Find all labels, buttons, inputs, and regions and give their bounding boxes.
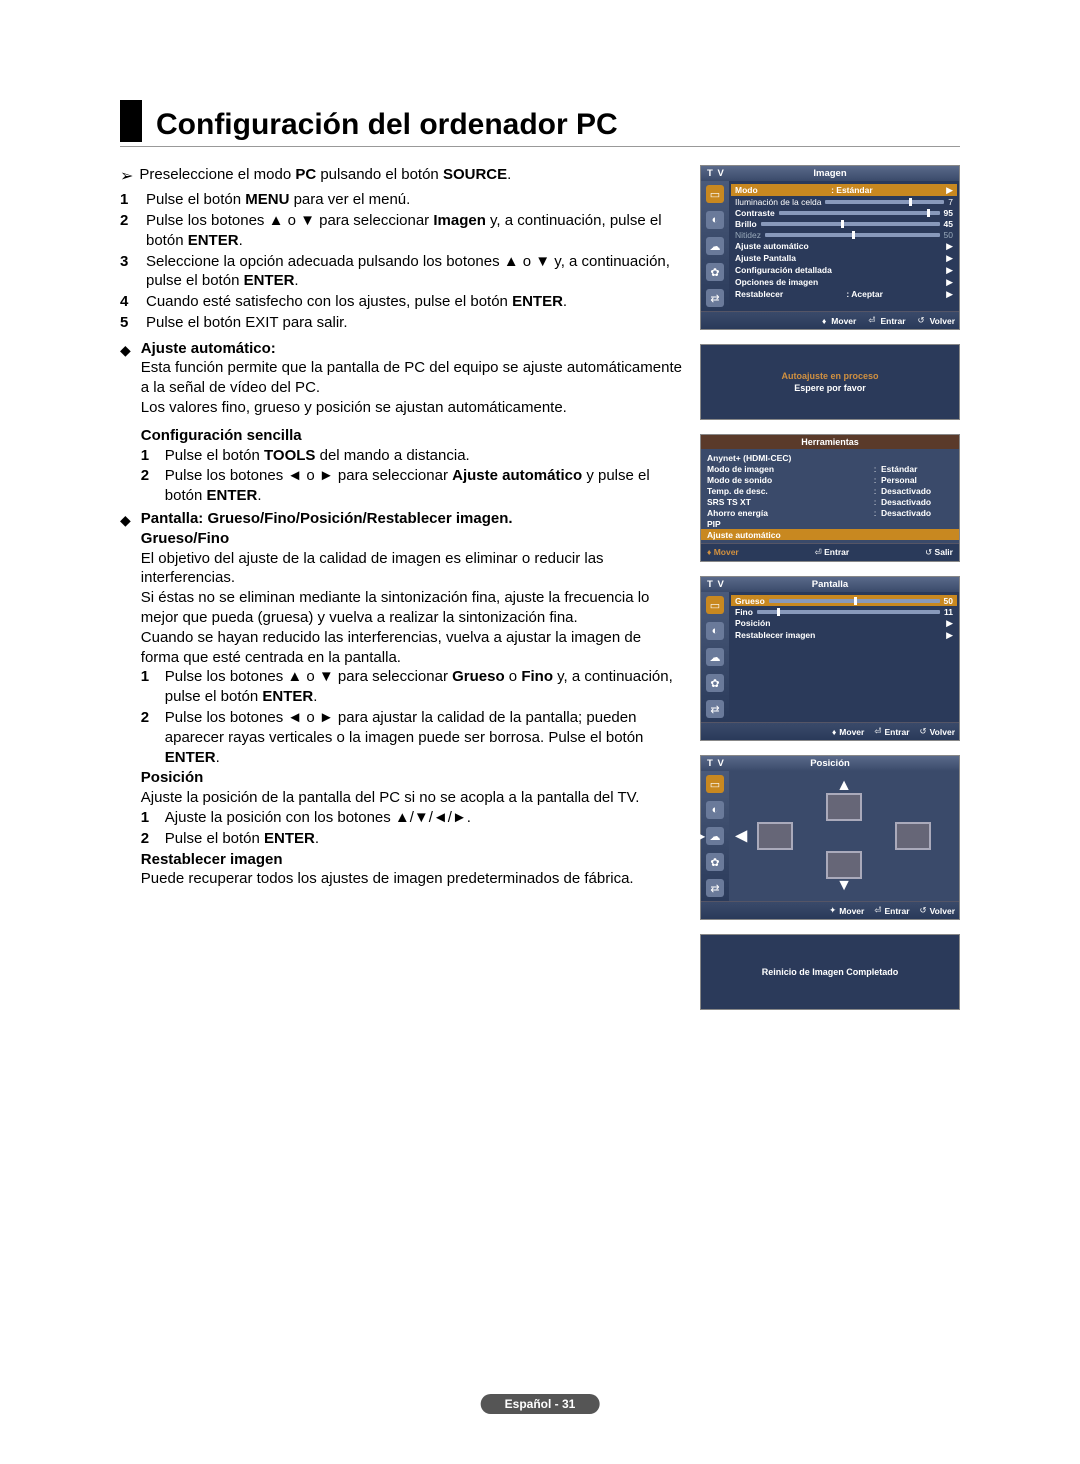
osd-reinicio: Reinicio de Imagen Completado — [700, 934, 960, 1010]
input-icon[interactable]: ⇄ — [706, 289, 724, 307]
osd-posicion-title: Posición — [810, 758, 850, 769]
auto-c2: Pulse los botones ◄ o ► para seleccionar… — [165, 466, 682, 506]
auto-c1: Pulse el botón TOOLS del mando a distanc… — [165, 446, 470, 466]
pantalla-p2: Si éstas no se eliminan mediante la sint… — [141, 588, 682, 628]
auto-p1: Esta función permite que la pantalla de … — [141, 358, 682, 398]
input-icon[interactable]: ⇄ — [706, 700, 724, 718]
auto-adjust-section: ◆ Ajuste automático: Esta función permit… — [120, 339, 682, 507]
step-5: Pulse el botón EXIT para salir. — [146, 313, 348, 333]
tools-temp[interactable]: Temp. de desc.:Desactivado — [707, 485, 953, 496]
picture-icon[interactable]: ▭ — [706, 596, 724, 614]
picture-icon[interactable]: ▭ — [706, 775, 724, 793]
auto-heading: Ajuste automático: — [141, 339, 682, 359]
pantalla-p1: El objetivo del ajuste de la calidad de … — [141, 549, 682, 589]
osd-row-brillo[interactable]: Brillo45 — [735, 218, 953, 229]
left-column: ➢ Preseleccione el modo PC pulsando el b… — [120, 165, 682, 1024]
channel-icon[interactable]: ☁ — [706, 648, 724, 666]
channel-icon[interactable]: ☁ — [706, 237, 724, 255]
osd-row-modo[interactable]: Modo: Estándar▶ — [731, 184, 957, 196]
title-section: Configuración del ordenador PC — [120, 100, 960, 147]
down-arrow-icon[interactable]: ▼ — [836, 877, 852, 895]
step-2: Pulse los botones ▲ o ▼ para seleccionar… — [146, 211, 682, 251]
screen-top-icon — [826, 793, 862, 821]
osd-tv-label: T V — [707, 168, 725, 179]
osd-herramientas: Herramientas Anynet+ (HDMI-CEC) Modo de … — [700, 434, 960, 562]
herramientas-title: Herramientas — [701, 435, 959, 449]
osd-row-grueso[interactable]: Grueso50 — [731, 595, 957, 606]
tools-ahorro[interactable]: Ahorro energía:Desactivado — [707, 507, 953, 518]
tools-modo-imagen[interactable]: Modo de imagen:Estándar — [707, 463, 953, 474]
osd-posicion: T V Posición ▭ ◐ ☁ ✿ ⇄ ▲ ▼ ◀ ▶ — [700, 755, 960, 920]
osd-row-posicion[interactable]: Posición▶ — [735, 617, 953, 629]
osd-row-rs[interactable]: Restablecer: Aceptar▶ — [735, 288, 953, 300]
enter-icon: ⏎ — [866, 315, 877, 326]
return-icon: ↺ — [916, 315, 927, 326]
setup-icon[interactable]: ✿ — [706, 674, 724, 692]
pantalla-g2: Pulse los botones ◄ o ► para ajustar la … — [165, 708, 682, 767]
preselect-text: Preseleccione el modo PC pulsando el bot… — [139, 165, 511, 187]
autoajuste-l1: Autoajuste en proceso — [707, 371, 953, 381]
osd-row-nitidez: Nitidez50 — [735, 229, 953, 240]
osd-row-oi[interactable]: Opciones de imagen▶ — [735, 276, 953, 288]
osd-side-icons: ▭ ◐ ☁ ✿ ⇄ — [701, 181, 729, 311]
posicion-g1: Ajuste la posición con los botones ▲/▼/◄… — [165, 808, 471, 828]
osd-autoajuste: Autoajuste en proceso Espere por favor — [700, 344, 960, 420]
page-title: Configuración del ordenador PC — [156, 100, 618, 142]
screen-bottom-icon — [826, 851, 862, 879]
diamond-icon: ◆ — [120, 339, 131, 507]
picture-icon[interactable]: ▭ — [706, 185, 724, 203]
rest-p1: Puede recuperar todos los ajustes de ima… — [141, 869, 682, 889]
posicion-p1: Ajuste la posición de la pantalla del PC… — [141, 788, 682, 808]
screen-left-icon — [757, 822, 793, 850]
move-icon: ♦ — [820, 316, 828, 326]
simple-config-heading: Configuración sencilla — [141, 426, 682, 446]
step-3: Seleccione la opción adecuada pulsando l… — [146, 252, 682, 292]
preselect-row: ➢ Preseleccione el modo PC pulsando el b… — [120, 165, 682, 187]
tools-ajuste-auto[interactable]: Ajuste automático — [701, 529, 959, 540]
rest-heading: Restablecer imagen — [141, 850, 682, 870]
osd-imagen: T V Imagen ▭ ◐ ☁ ✿ ⇄ Modo: Estándar▶ Ilu… — [700, 165, 960, 330]
setup-icon[interactable]: ✿ — [706, 263, 724, 281]
osd-row-ilum[interactable]: Iluminación de la celda7 — [735, 196, 953, 207]
main-steps: 1Pulse el botón MENU para ver el menú. 2… — [120, 190, 682, 333]
step-1: Pulse el botón MENU para ver el menú. — [146, 190, 410, 210]
osd-pantalla: T V Pantalla ▭ ◐ ☁ ✿ ⇄ Grueso50 Fino11 — [700, 576, 960, 741]
screen-right-icon — [895, 822, 931, 850]
osd-row-aa[interactable]: Ajuste automático▶ — [735, 240, 953, 252]
main-layout: ➢ Preseleccione el modo PC pulsando el b… — [120, 165, 960, 1024]
sound-icon[interactable]: ◐ — [706, 211, 724, 229]
osd-imagen-title: Imagen — [813, 168, 846, 179]
posicion-heading: Posición — [141, 768, 682, 788]
sound-icon[interactable]: ◐ — [706, 622, 724, 640]
osd-row-contraste[interactable]: Contraste95 — [735, 207, 953, 218]
sound-icon[interactable]: ◐ — [706, 801, 724, 819]
tools-anynet[interactable]: Anynet+ (HDMI-CEC) — [707, 452, 953, 463]
autoajuste-l2: Espere por favor — [707, 383, 953, 393]
auto-p2: Los valores fino, grueso y posición se a… — [141, 398, 682, 418]
tools-pip[interactable]: PIP — [707, 518, 953, 529]
title-accent-bar — [120, 100, 142, 142]
osd-row-cd[interactable]: Configuración detallada▶ — [735, 264, 953, 276]
page-footer: Español - 31 — [481, 1394, 600, 1414]
osd-row-ap[interactable]: Ajuste Pantalla▶ — [735, 252, 953, 264]
pantalla-heading: Pantalla: Grueso/Fino/Posición/Restablec… — [141, 509, 682, 529]
pantalla-g1: Pulse los botones ▲ o ▼ para seleccionar… — [165, 667, 682, 707]
tools-modo-sonido[interactable]: Modo de sonido:Personal — [707, 474, 953, 485]
setup-icon[interactable]: ✿ — [706, 853, 724, 871]
diamond-icon: ◆ — [120, 509, 131, 889]
osd-row-restablecer[interactable]: Restablecer imagen▶ — [735, 629, 953, 641]
grueso-fino-heading: Grueso/Fino — [141, 529, 682, 549]
pantalla-section: ◆ Pantalla: Grueso/Fino/Posición/Restabl… — [120, 509, 682, 889]
osd-pantalla-title: Pantalla — [812, 579, 848, 590]
pointer-icon: ➢ — [120, 165, 133, 187]
posicion-g2: Pulse el botón ENTER. — [165, 829, 319, 849]
reinicio-text: Reinicio de Imagen Completado — [707, 967, 953, 977]
input-icon[interactable]: ⇄ — [706, 879, 724, 897]
tools-srs[interactable]: SRS TS XT:Desactivado — [707, 496, 953, 507]
step-4: Cuando esté satisfecho con los ajustes, … — [146, 292, 567, 312]
pantalla-p3: Cuando se hayan reducido las interferenc… — [141, 628, 682, 668]
right-column: T V Imagen ▭ ◐ ☁ ✿ ⇄ Modo: Estándar▶ Ilu… — [700, 165, 960, 1024]
osd-row-fino[interactable]: Fino11 — [735, 606, 953, 617]
